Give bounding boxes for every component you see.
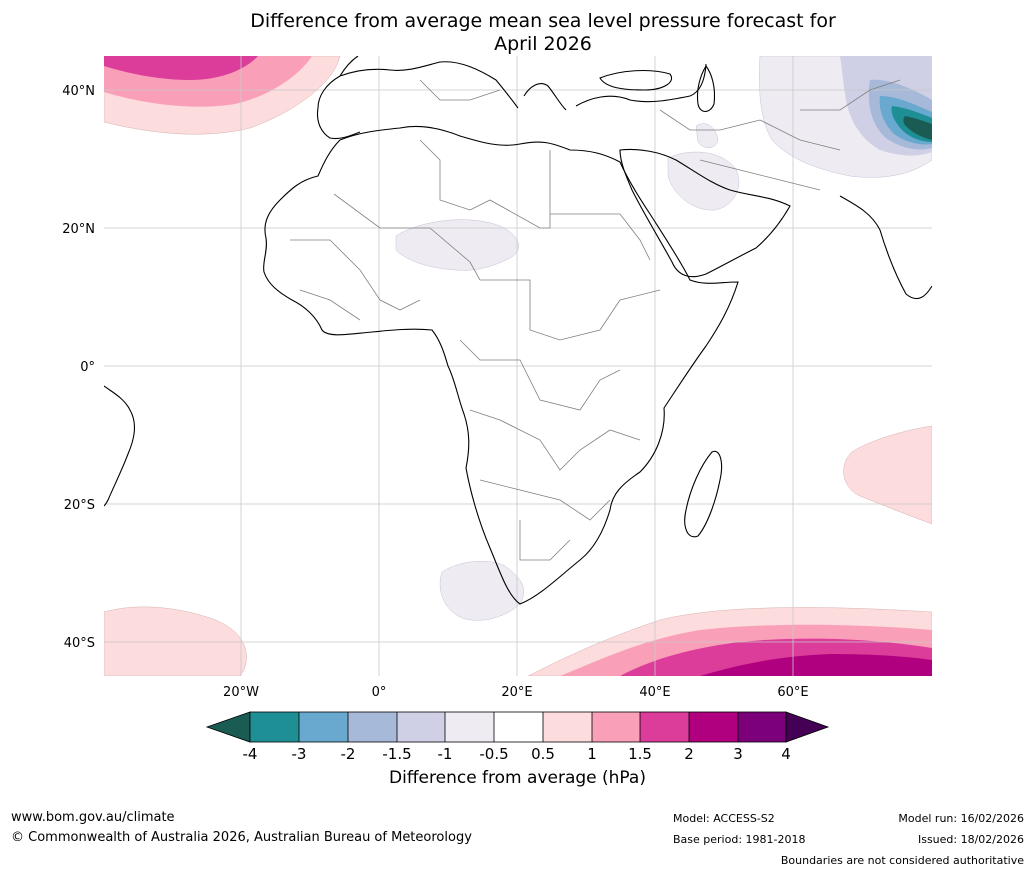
lat-label-40s: 40°S [64,636,95,651]
colorbar-tick-labels: -4 -3 -2 -1.5 -1 -0.5 0.5 1 1.5 2 3 4 [243,745,791,763]
colorbar-segment [592,712,640,742]
anomaly-east-indian-0.5 [843,425,932,525]
anomaly-south-atlantic-0.5 [104,606,247,676]
colorbar-segment [299,712,348,742]
colorbar-tick: 4 [781,745,791,763]
black-sea-coast [599,70,672,91]
colorbar-segment [494,712,543,742]
lon-label-20e: 20°E [501,685,532,700]
colorbar-segment [250,712,299,742]
lat-labels: 40°N 20°N 0° 20°S 40°S [62,84,95,651]
lat-label-0: 0° [80,360,95,375]
colorbar-segment [689,712,738,742]
colorbar-segment [445,712,494,742]
model-text: Model: ACCESS-S2 [673,812,775,825]
europe-coast [317,56,707,111]
lat-label-20n: 20°N [62,222,95,237]
website-link[interactable]: www.bom.gov.au/climate [11,810,175,825]
caspian-coast [696,65,716,113]
colorbar-segment [738,712,786,742]
lon-label-40e: 40°E [639,685,670,700]
colorbar-segment [348,712,397,742]
colorbar-tick: -1.5 [382,745,411,763]
arabia-coast [619,148,791,278]
disclaimer-text: Boundaries are not considered authoritat… [780,854,1024,867]
lon-label-60e: 60°E [777,685,808,700]
model-run-text: Model run: 16/02/2026 [898,812,1024,825]
lat-label-20s: 20°S [64,498,95,513]
country-borders [290,79,901,561]
colorbar-title: Difference from average (hPa) [389,768,646,788]
colorbar-dividers [298,712,739,742]
south-america-coast [104,385,136,507]
africa-coast [263,125,739,605]
colorbar-tick: -4 [243,745,258,763]
colorbar-tick: 0.5 [531,745,555,763]
lat-label-40n: 40°N [62,84,95,99]
anomaly-sahara-neg [395,219,519,271]
anomaly-south-indian-2 [700,654,932,676]
colorbar-tick: -2 [341,745,356,763]
colorbar-tick: 1 [587,745,597,763]
colorbar-tick: 3 [733,745,743,763]
colorbar-tick: -0.5 [479,745,508,763]
india-coast [839,195,932,300]
anomaly-north-atlantic-1.5 [104,56,258,80]
colorbar-tick: 1.5 [628,745,652,763]
colorbar-arrow-left [205,711,251,743]
title-line-2: April 2026 [494,33,592,55]
colorbar-segment [397,712,445,742]
base-period-text: Base period: 1981-2018 [673,833,806,846]
colorbar-arrow-right [785,711,830,743]
coastlines [104,56,932,605]
colorbar: -4 -3 -2 -1.5 -1 -0.5 0.5 1 1.5 2 3 4 [205,711,830,763]
colorbar-segment [543,712,592,742]
madagascar-coast [684,450,723,538]
colorbar-tick: -1 [438,745,453,763]
colorbar-segment [640,712,689,742]
lon-label-0: 0° [372,685,387,700]
map-area [104,56,932,676]
anomaly-asia-neg-4 [903,116,932,140]
gridlines [104,56,932,676]
lon-labels: 20°W 0° 20°E 40°E 60°E [223,685,809,700]
copyright-text: © Commonwealth of Australia 2026, Austra… [11,830,472,845]
chart-title: Difference from average mean sea level p… [104,10,982,56]
colorbar-tick: -3 [292,745,307,763]
colorbar-tick: 2 [684,745,694,763]
lon-label-20w: 20°W [223,685,259,700]
title-line-1: Difference from average mean sea level p… [250,10,836,32]
iberia-coast [316,107,361,140]
issued-text: Issued: 18/02/2026 [917,833,1024,846]
